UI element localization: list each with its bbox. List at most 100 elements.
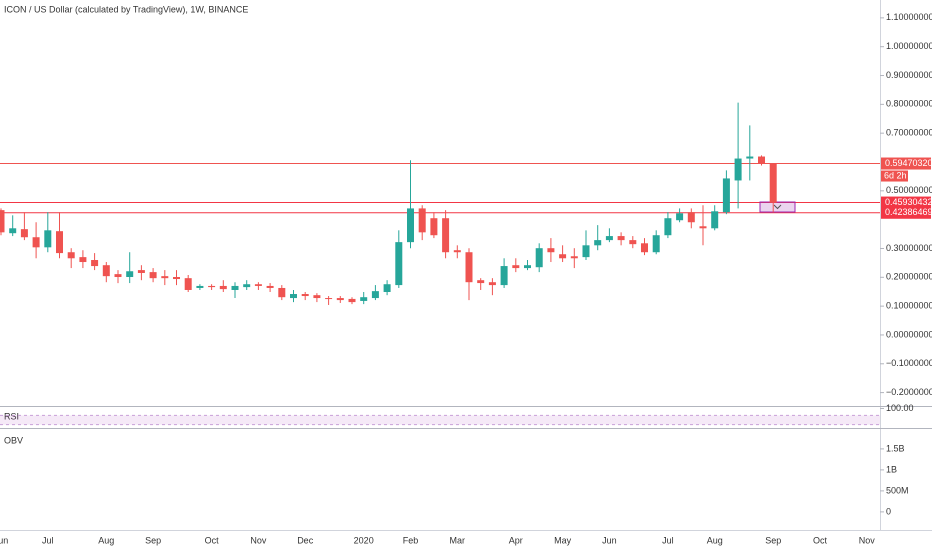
y-tick-label: 500M bbox=[886, 485, 909, 495]
price-label: 0.42386469 bbox=[885, 207, 932, 217]
y-tick-label: 0.20000000 bbox=[886, 272, 932, 282]
candle-body bbox=[149, 272, 157, 279]
y-tick-label: 0.00000000 bbox=[886, 329, 932, 339]
x-tick-label: Nov bbox=[250, 535, 267, 545]
x-tick-label: May bbox=[554, 535, 572, 545]
y-tick-label: 0 bbox=[886, 506, 891, 516]
candle-body bbox=[570, 256, 578, 259]
y-tick-label: −0.10000000 bbox=[886, 358, 932, 368]
y-tick-label: 100.00 bbox=[886, 403, 914, 413]
candle-body bbox=[184, 278, 192, 290]
candle-body bbox=[711, 211, 719, 229]
price-label-box bbox=[881, 206, 931, 219]
candle-body bbox=[371, 291, 379, 299]
y-tick-label: 0.10000000 bbox=[886, 301, 932, 311]
candle-body bbox=[512, 265, 520, 269]
x-tick-label: Apr bbox=[509, 535, 523, 545]
candle-body bbox=[453, 250, 461, 253]
y-tick-label: 0.80000000 bbox=[886, 99, 932, 109]
x-tick-label: Aug bbox=[98, 535, 114, 545]
candle-body bbox=[687, 212, 695, 223]
candle-body bbox=[395, 242, 403, 286]
price-label-box bbox=[881, 196, 931, 209]
candle-body bbox=[477, 280, 485, 284]
candle-body bbox=[430, 218, 438, 236]
candle-body bbox=[20, 229, 28, 238]
candle-body bbox=[243, 284, 251, 288]
candle-body bbox=[0, 210, 5, 233]
price-label-box bbox=[881, 157, 931, 170]
pane-title: OBV bbox=[4, 435, 23, 445]
x-tick-label: Feb bbox=[403, 535, 419, 545]
candle-body bbox=[758, 156, 765, 164]
candle-body bbox=[161, 276, 169, 279]
candle-body bbox=[137, 270, 145, 273]
candle-body bbox=[722, 178, 730, 213]
candle-body bbox=[290, 294, 297, 299]
candle-body bbox=[629, 240, 637, 245]
y-tick-label: 0.70000000 bbox=[886, 128, 932, 138]
price-label: 0.45930432 bbox=[885, 197, 932, 207]
x-tick-label: Jun bbox=[0, 535, 8, 545]
candle-body bbox=[126, 271, 134, 278]
pane-title: RSI bbox=[4, 411, 19, 421]
candle-body bbox=[44, 230, 52, 248]
candle-body bbox=[488, 282, 496, 286]
candle-body bbox=[652, 235, 660, 253]
candle-body bbox=[664, 218, 672, 236]
candle-body bbox=[254, 284, 262, 286]
candle-body bbox=[547, 248, 555, 253]
candle-body bbox=[231, 285, 239, 290]
x-tick-label: Sep bbox=[145, 535, 161, 545]
candle-body bbox=[617, 236, 625, 241]
candle-body bbox=[32, 237, 40, 248]
x-tick-label: Oct bbox=[813, 535, 828, 545]
candle-body bbox=[559, 254, 567, 259]
price-label: 0.59470320 bbox=[885, 158, 932, 168]
y-tick-label: 0.50000000 bbox=[886, 185, 932, 195]
x-tick-label: Jun bbox=[602, 535, 617, 545]
candle-body bbox=[313, 295, 321, 299]
y-tick-label: 1.5B bbox=[886, 443, 905, 453]
candle-body bbox=[56, 231, 63, 254]
candle-body bbox=[9, 228, 17, 234]
candle-body bbox=[676, 213, 684, 221]
candle-body bbox=[699, 226, 707, 229]
candle-body bbox=[734, 158, 742, 181]
candle-body bbox=[91, 260, 99, 267]
candle-body bbox=[605, 236, 613, 241]
candle-body bbox=[360, 297, 368, 301]
x-tick-label: Jul bbox=[42, 535, 54, 545]
candle-body bbox=[442, 218, 450, 253]
x-tick-label: Mar bbox=[450, 535, 466, 545]
candle-body bbox=[219, 285, 227, 290]
y-tick-label: −0.20000000 bbox=[886, 387, 932, 397]
candle-body bbox=[465, 252, 473, 283]
candle-body bbox=[348, 298, 356, 303]
y-tick-label: 0.90000000 bbox=[886, 70, 932, 80]
candle-body bbox=[535, 248, 543, 268]
candle-body bbox=[79, 257, 87, 263]
candle-body bbox=[301, 294, 309, 297]
countdown: 6d 2h bbox=[884, 170, 907, 180]
x-tick-label: Oct bbox=[205, 535, 220, 545]
x-tick-label: Sep bbox=[765, 535, 781, 545]
candle-body bbox=[418, 208, 426, 233]
x-tick-label: Nov bbox=[859, 535, 876, 545]
rsi-band bbox=[0, 415, 880, 425]
candle-body bbox=[336, 298, 344, 301]
annotation-arrow bbox=[773, 204, 782, 210]
y-tick-label: 1.10000000 bbox=[886, 12, 932, 22]
candle-body bbox=[325, 298, 333, 300]
candle-body bbox=[278, 287, 286, 298]
x-tick-label: Dec bbox=[297, 535, 314, 545]
x-tick-label: Jul bbox=[662, 535, 674, 545]
candle-body bbox=[102, 265, 110, 277]
candle-body bbox=[67, 252, 75, 259]
candle-body bbox=[383, 284, 391, 293]
candle-body bbox=[524, 265, 531, 269]
candle-body bbox=[594, 240, 602, 246]
candle-body bbox=[746, 156, 754, 159]
candle-body bbox=[266, 285, 274, 288]
